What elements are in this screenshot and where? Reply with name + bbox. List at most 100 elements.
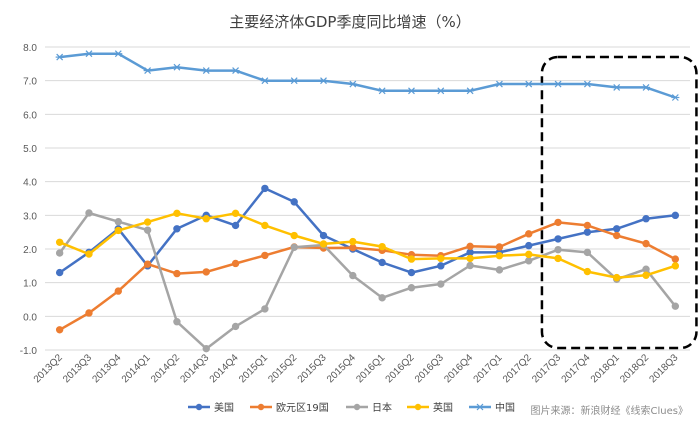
legend-label: 英国 xyxy=(433,401,453,414)
data-point xyxy=(495,80,504,88)
series-line xyxy=(59,221,676,331)
y-tick-label: 7.0 xyxy=(23,77,37,88)
data-point xyxy=(583,80,592,88)
y-tick-label: 6.0 xyxy=(23,110,37,121)
data-point xyxy=(525,230,533,238)
data-point xyxy=(143,218,152,226)
data-point xyxy=(525,250,533,259)
y-tick-label: 3.0 xyxy=(23,211,37,222)
data-point xyxy=(642,215,650,223)
data-point xyxy=(231,259,240,268)
legend-item: 英国 xyxy=(407,401,453,414)
data-point xyxy=(348,80,357,88)
data-point xyxy=(466,242,474,251)
data-point xyxy=(55,249,64,257)
legend-item: 美国 xyxy=(188,401,234,414)
series-中国 xyxy=(55,50,680,101)
legend-item: 中国 xyxy=(469,401,515,414)
data-point xyxy=(612,83,621,91)
data-point xyxy=(671,211,680,220)
data-point xyxy=(143,260,152,268)
data-point xyxy=(583,228,592,236)
data-point xyxy=(466,261,474,270)
gridlines xyxy=(45,46,690,351)
data-point xyxy=(378,294,386,302)
data-point xyxy=(231,322,240,331)
x-tick-label: 2015Q1 xyxy=(237,352,270,385)
series-line xyxy=(58,211,677,350)
data-point xyxy=(583,267,592,276)
data-point xyxy=(554,235,562,243)
data-point xyxy=(84,50,93,58)
legend-label: 美国 xyxy=(214,401,234,414)
data-point xyxy=(85,209,93,217)
y-tick-label: 8.0 xyxy=(23,43,37,54)
data-point xyxy=(173,209,181,218)
data-point xyxy=(261,251,269,260)
data-point xyxy=(466,254,474,263)
data-point xyxy=(554,254,562,263)
data-point xyxy=(613,231,621,240)
x-tick-label: 2013Q3 xyxy=(61,352,94,385)
series-line xyxy=(59,212,676,279)
data-point xyxy=(613,273,621,282)
y-tick-label: 5.0 xyxy=(23,144,37,155)
data-point xyxy=(613,225,621,233)
data-point xyxy=(173,225,181,233)
legend-label: 日本 xyxy=(372,401,392,414)
x-axis-tick-labels: 2013Q22013Q32013Q42014Q12014Q22014Q32014… xyxy=(32,352,681,385)
data-point xyxy=(583,221,592,230)
data-point xyxy=(436,87,445,95)
data-point xyxy=(407,87,416,95)
data-point xyxy=(261,305,269,313)
x-tick-label: 2017Q4 xyxy=(560,352,593,385)
data-point xyxy=(290,243,298,252)
legend-marker xyxy=(414,403,422,411)
data-point xyxy=(554,80,563,88)
series-line xyxy=(58,187,676,274)
y-tick-label: 4.0 xyxy=(23,178,37,189)
data-point xyxy=(525,241,533,250)
data-point xyxy=(378,258,386,267)
data-point xyxy=(671,255,680,263)
data-point xyxy=(202,268,210,276)
x-tick-label: 2014Q1 xyxy=(120,352,153,385)
y-tick-label: 0.0 xyxy=(23,312,37,323)
data-point xyxy=(495,243,504,251)
x-tick-label: 2016Q4 xyxy=(442,352,475,385)
x-tick-label: 2014Q3 xyxy=(178,352,211,385)
data-point xyxy=(437,262,445,270)
data-point xyxy=(671,302,680,310)
x-tick-label: 2013Q2 xyxy=(32,352,65,385)
data-point xyxy=(524,80,533,88)
legend-marker xyxy=(476,403,484,411)
data-point xyxy=(349,237,357,246)
data-point xyxy=(642,239,650,248)
data-point xyxy=(55,326,64,334)
highlight-box xyxy=(540,55,698,350)
x-tick-label: 2018Q2 xyxy=(618,352,651,385)
data-point xyxy=(143,226,152,234)
data-point xyxy=(319,231,328,240)
data-point xyxy=(407,268,416,277)
data-point xyxy=(55,53,64,61)
data-point xyxy=(437,280,445,288)
data-point xyxy=(525,257,533,265)
legend-item: 日本 xyxy=(346,401,392,414)
legend-marker xyxy=(353,403,361,411)
highlight-dashed-box xyxy=(540,55,698,350)
y-tick-label: 2.0 xyxy=(23,245,37,256)
x-tick-label: 2016Q1 xyxy=(354,352,387,385)
y-tick-label: -1.0 xyxy=(20,346,38,357)
legend-marker xyxy=(257,403,265,411)
data-point xyxy=(349,271,357,280)
data-point xyxy=(55,268,64,277)
legend-item: 欧元区19国 xyxy=(250,402,329,414)
x-tick-label: 2015Q4 xyxy=(325,352,358,385)
x-tick-label: 2018Q3 xyxy=(648,352,681,385)
x-tick-label: 2014Q4 xyxy=(208,352,241,385)
data-point xyxy=(173,318,181,326)
data-point xyxy=(55,238,64,246)
x-tick-label: 2018Q1 xyxy=(589,352,622,385)
